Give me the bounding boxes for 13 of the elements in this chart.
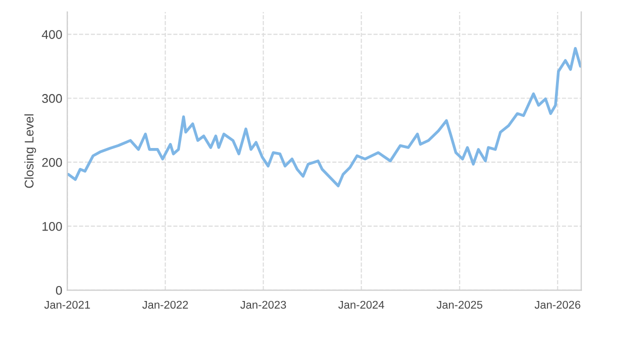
y-tick-label: 100	[42, 222, 62, 231]
y-tick-label: 200	[42, 158, 62, 167]
y-tick-label: 0	[56, 286, 62, 295]
y-tick-label: 300	[42, 94, 62, 103]
line-series	[67, 46, 582, 188]
x-tick-label: Jan-2025	[436, 300, 482, 309]
x-tick-label: Jan-2026	[534, 300, 580, 309]
y-tick-label: 400	[42, 30, 62, 39]
y-axis-title: Closing Level	[24, 114, 36, 188]
x-tick-label: Jan-2024	[338, 300, 384, 309]
x-tick-label: Jan-2023	[240, 300, 286, 309]
x-tick-label: Jan-2021	[44, 300, 90, 309]
x-tick-label: Jan-2022	[142, 300, 188, 309]
